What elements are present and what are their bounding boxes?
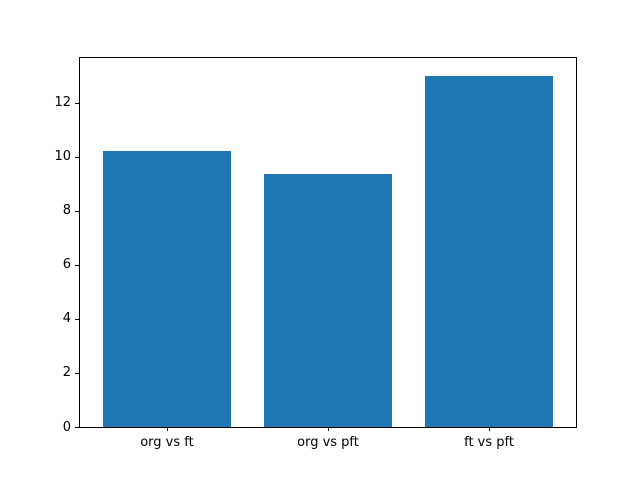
x-tick-mark [166,427,168,431]
x-tick-mark [328,427,329,431]
x-tick-mark [489,427,491,431]
y-tick-mark [75,156,79,158]
y-tick-mark [75,210,79,212]
y-tick-mark [75,372,79,374]
y-tick-mark [75,427,79,428]
bar-ft-vs-pft [424,75,554,427]
x-tick-label: ft vs pft [464,435,514,450]
plot-area [79,57,577,428]
y-tick-mark [75,264,79,266]
y-tick-mark [75,318,79,320]
y-tick-mark [75,102,79,104]
y-tick-label: 10 [54,149,71,165]
y-tick-label: 8 [62,203,71,219]
y-tick-label: 12 [54,95,71,111]
y-tick-label: 6 [62,257,71,273]
y-tick-label: 0 [62,419,71,435]
x-tick-label: org vs ft [140,435,194,450]
bar-org-vs-pft [263,174,393,427]
y-tick-label: 2 [62,365,71,381]
x-tick-label: org vs pft [297,435,359,450]
y-tick-label: 4 [62,311,71,327]
bar-org-vs-ft [102,151,232,427]
